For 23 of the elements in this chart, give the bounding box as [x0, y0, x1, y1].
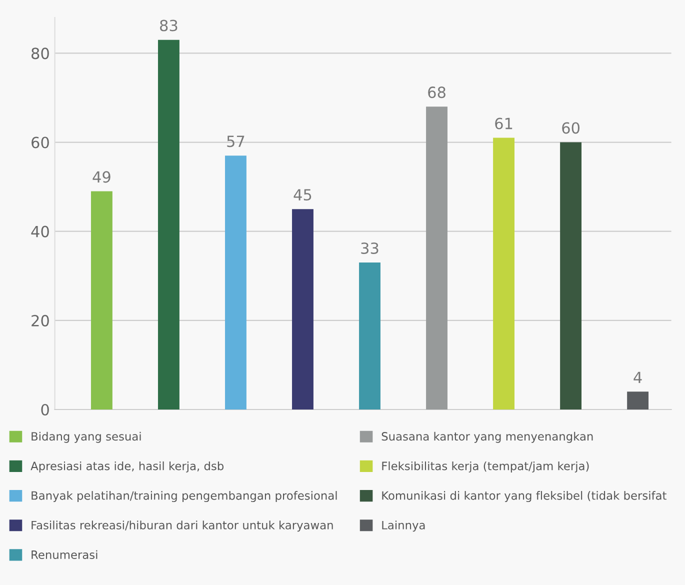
legend-label: Lainnya — [382, 520, 425, 532]
y-tick-label: 20 — [32, 314, 49, 326]
legend-label: Apresiasi atas ide, hasil kerja, dsb — [30, 461, 224, 472]
y-tick-label: 0 — [41, 404, 49, 416]
data-label: 4 — [634, 372, 642, 383]
data-label: 83 — [160, 20, 178, 32]
data-label: 60 — [562, 122, 580, 134]
data-label: 33 — [361, 242, 378, 254]
data-label: 49 — [92, 171, 110, 183]
legend-label: Fasilitas rekreasi/hiburan dari kantor untuk karyawan — [32, 520, 333, 532]
data-label: 61 — [495, 118, 512, 130]
legend-label: Bidang yang sesuai — [32, 432, 141, 443]
y-tick-label: 60 — [32, 136, 49, 148]
y-tick-label: 80 — [32, 48, 49, 60]
legend-label: Renumerasi — [32, 550, 98, 560]
legend-label: Fleksibilitas kerja (tempat/jam kerja) — [382, 461, 589, 472]
data-label: 68 — [428, 86, 446, 98]
legend-label: Suasana kantor yang menyenangkan — [382, 432, 593, 443]
data-label: 57 — [227, 136, 244, 148]
data-label: 45 — [294, 189, 312, 201]
legend-label: Banyak pelatihan/training pengembangan profesional — [32, 491, 337, 502]
y-tick-label: 40 — [31, 226, 49, 238]
legend-label: Komunikasi di kantor yang fleksibel (tidak bersifat — [382, 491, 666, 502]
